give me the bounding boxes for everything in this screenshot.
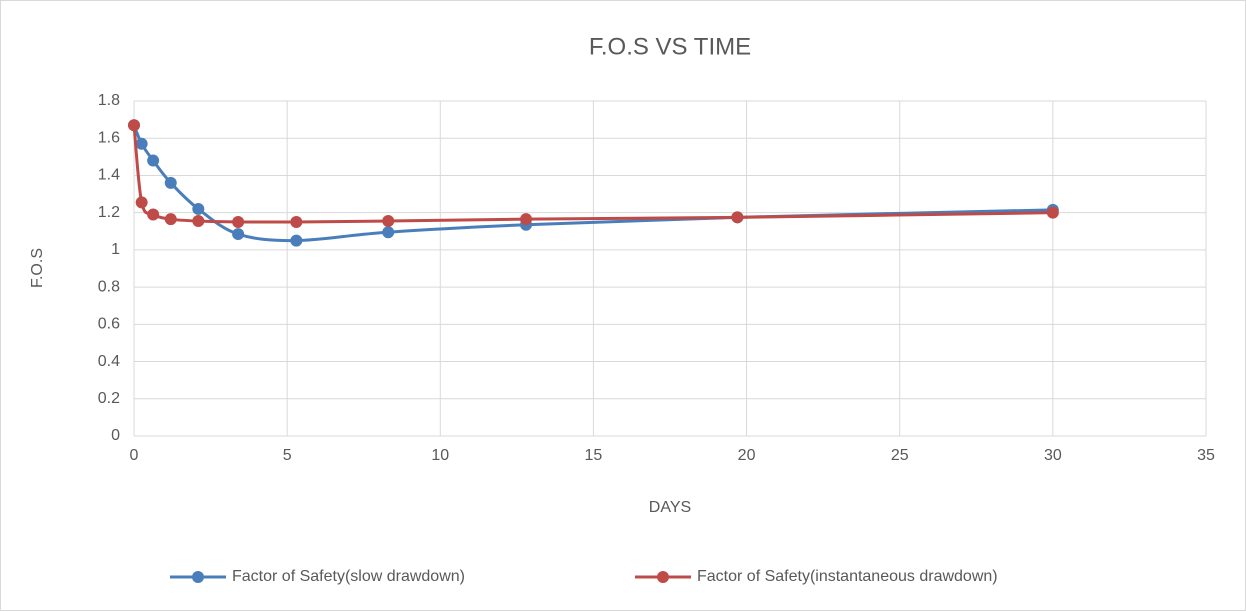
x-tick-label: 20: [738, 447, 756, 464]
data-point: [232, 228, 245, 241]
x-tick-label: 0: [130, 447, 139, 464]
y-tick-label: 1.2: [98, 204, 120, 221]
legend-label: Factor of Safety(instantaneous drawdown): [697, 568, 998, 585]
y-tick-label: 0: [111, 427, 120, 444]
y-tick-label: 1: [111, 241, 120, 258]
data-point: [192, 215, 205, 228]
y-tick-label: 1.4: [98, 167, 120, 184]
data-point: [135, 137, 148, 150]
x-axis-label: DAYS: [649, 499, 691, 516]
data-point: [290, 234, 303, 247]
y-tick-label: 1.8: [98, 92, 120, 109]
data-point: [232, 215, 245, 228]
legend-marker: [192, 571, 204, 583]
x-tick-label: 35: [1197, 447, 1215, 464]
data-point: [128, 119, 140, 132]
x-tick-label: 10: [431, 447, 449, 464]
data-point: [731, 211, 744, 224]
data-point: [147, 154, 160, 167]
y-tick-label: 0.2: [98, 390, 120, 407]
data-point: [290, 215, 303, 228]
legend-marker: [657, 571, 669, 583]
chart-title: F.O.S VS TIME: [589, 33, 751, 60]
data-point: [382, 226, 395, 239]
x-tick-label: 30: [1044, 447, 1062, 464]
data-point: [135, 196, 148, 209]
y-tick-label: 1.6: [98, 129, 120, 146]
data-point: [164, 213, 177, 226]
data-point: [520, 213, 533, 226]
y-tick-label: 0.6: [98, 316, 120, 333]
y-axis-label: F.O.S: [29, 248, 46, 288]
y-tick-label: 0.8: [98, 278, 120, 295]
data-point: [147, 208, 160, 221]
data-point: [382, 215, 395, 228]
data-point: [164, 176, 177, 189]
x-tick-label: 5: [283, 447, 292, 464]
y-tick-label: 0.4: [98, 353, 120, 370]
x-tick-label: 25: [891, 447, 909, 464]
legend-label: Factor of Safety(slow drawdown): [232, 568, 465, 585]
data-point: [1046, 206, 1059, 219]
data-point: [192, 202, 205, 215]
x-tick-label: 15: [585, 447, 603, 464]
